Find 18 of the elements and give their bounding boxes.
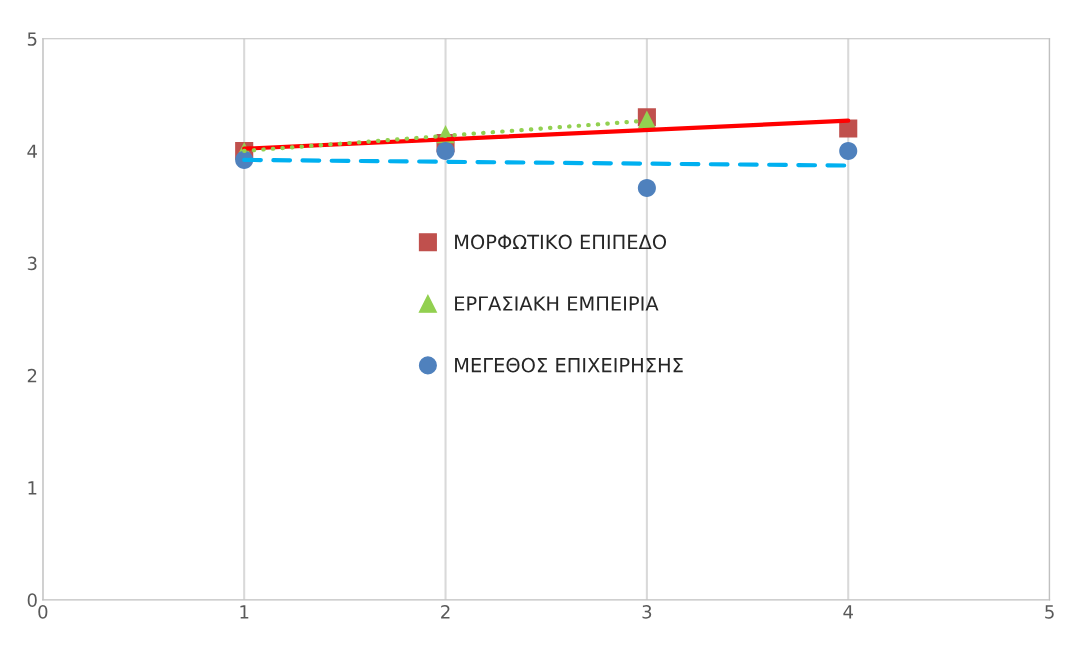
x-tick-label: 5 — [1045, 605, 1054, 619]
y-tick-label: 2 — [27, 368, 37, 383]
legend-label: ΜΟΡΦΩΤΙΚΟ ΕΠΙΠΕΔΟ — [455, 234, 667, 250]
x-tick-label: 1 — [240, 605, 249, 619]
y-tick-label: 5 — [27, 32, 37, 46]
point — [436, 141, 455, 160]
legend-label: ΕΡΓΑΣΙΑΚΗ ΕΜΠΕΙΡΙΑ — [455, 296, 659, 311]
x-tick-label: 2 — [441, 605, 450, 619]
y-tick-label: 0 — [27, 593, 37, 607]
point — [839, 141, 858, 160]
y-tick-label: 1 — [28, 481, 37, 495]
x-tick-label: 4 — [843, 605, 853, 619]
x-tick-label: 3 — [642, 605, 652, 619]
y-tick-label: 4 — [27, 144, 37, 158]
legend-label: ΜΕΓΕΘΟΣ ΕΠΙΧΕΙΡΗΣΗΣ — [455, 357, 683, 373]
point — [637, 178, 656, 198]
x-tick-label: 0 — [38, 605, 48, 619]
y-tick-label: 3 — [27, 256, 37, 271]
